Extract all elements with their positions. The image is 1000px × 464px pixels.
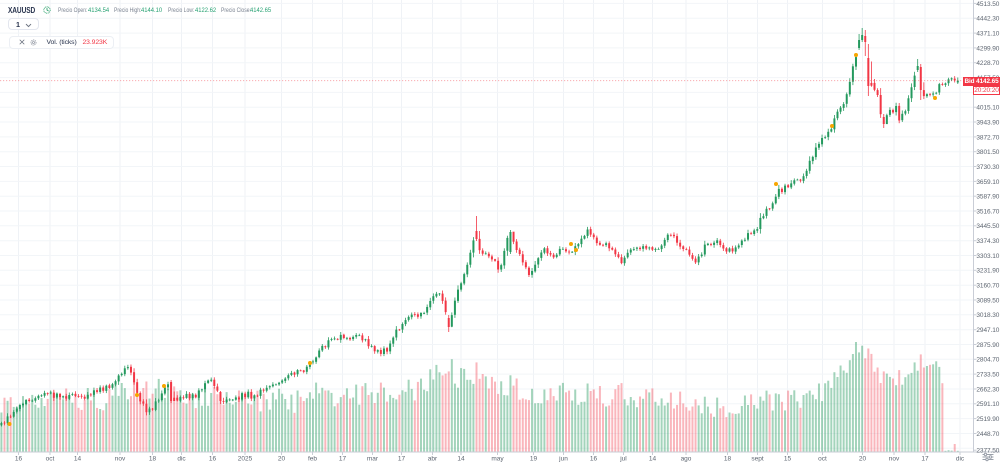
svg-text:4015.10: 4015.10 [976,105,999,112]
svg-text:3303.10: 3303.10 [976,253,999,260]
svg-text:nov: nov [115,456,126,463]
svg-text:20: 20 [859,456,867,463]
svg-text:3445.50: 3445.50 [976,223,999,230]
svg-text:oct: oct [46,456,55,463]
svg-text:19: 19 [530,456,538,463]
svg-text:3374.30: 3374.30 [976,238,999,245]
svg-text:4442.30: 4442.30 [976,16,999,23]
svg-text:3801.50: 3801.50 [976,149,999,156]
svg-text:2448.70: 2448.70 [976,431,999,438]
svg-text:15: 15 [784,456,792,463]
svg-text:14: 14 [649,456,657,463]
svg-text:ago: ago [681,456,692,463]
svg-text:3943.90: 3943.90 [976,119,999,126]
svg-text:mar: mar [367,456,379,463]
svg-text:2519.90: 2519.90 [976,416,999,423]
svg-text:17: 17 [339,456,347,463]
svg-text:20: 20 [278,456,286,463]
svg-text:nov: nov [889,456,900,463]
svg-text:3160.70: 3160.70 [976,283,999,290]
svg-text:2733.50: 2733.50 [976,372,999,379]
svg-text:dic: dic [177,456,186,463]
svg-text:2662.30: 2662.30 [976,386,999,393]
svg-text:oct: oct [818,456,827,463]
svg-text:may: may [491,456,504,463]
svg-text:3516.70: 3516.70 [976,208,999,215]
svg-text:jun: jun [558,456,568,463]
svg-text:3587.90: 3587.90 [976,194,999,201]
svg-text:4513.50: 4513.50 [976,1,999,8]
svg-text:2025: 2025 [238,456,253,463]
svg-text:abr: abr [428,456,438,463]
svg-text:3659.10: 3659.10 [976,179,999,186]
svg-text:3018.30: 3018.30 [976,312,999,319]
svg-text:14: 14 [74,456,82,463]
svg-text:2875.90: 2875.90 [976,342,999,349]
svg-text:14: 14 [457,456,465,463]
svg-text:3872.70: 3872.70 [976,134,999,141]
svg-text:18: 18 [149,456,157,463]
svg-text:17: 17 [398,456,406,463]
svg-text:3089.50: 3089.50 [976,297,999,304]
svg-text:3730.30: 3730.30 [976,164,999,171]
svg-text:2804.70: 2804.70 [976,357,999,364]
svg-text:jul: jul [619,456,627,463]
svg-text:17: 17 [921,456,929,463]
svg-text:2591.10: 2591.10 [976,401,999,408]
svg-text:feb: feb [308,456,317,463]
svg-text:3231.90: 3231.90 [976,268,999,275]
svg-text:2947.10: 2947.10 [976,327,999,334]
svg-text:16: 16 [209,456,217,463]
svg-text:2377.50: 2377.50 [976,448,999,455]
svg-text:4299.90: 4299.90 [976,45,999,52]
svg-text:16: 16 [15,456,23,463]
svg-text:18: 18 [724,456,732,463]
svg-text:dic: dic [956,456,965,463]
svg-text:4371.10: 4371.10 [976,31,999,38]
svg-text:4228.70: 4228.70 [976,60,999,67]
svg-text:sept: sept [751,456,763,463]
svg-text:16: 16 [590,456,598,463]
